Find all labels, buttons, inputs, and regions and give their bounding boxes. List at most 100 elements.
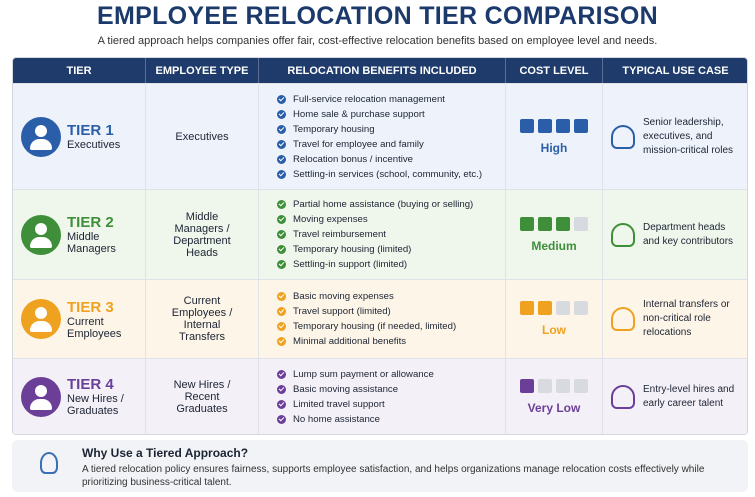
benefit-text: Settling-in support (limited) xyxy=(293,259,408,270)
tier-avatar xyxy=(21,116,61,157)
check-icon xyxy=(277,154,286,164)
tier-name: TIER 1 xyxy=(67,122,114,139)
use-case-icon xyxy=(611,222,635,247)
use-case-icon xyxy=(611,124,635,149)
cost-square xyxy=(574,301,588,315)
employee-type: Middle Managers / Department Heads xyxy=(146,190,259,279)
comparison-table: TIER EMPLOYEE TYPE RELOCATION BENEFITS INC… xyxy=(12,57,748,435)
benefits-cell: Basic moving expenses Travel support (lim… xyxy=(259,280,506,358)
benefit-item: Full-service relocation management xyxy=(277,92,482,107)
use-case-text: Department heads and key contributors xyxy=(643,221,734,247)
use-case-icon xyxy=(611,384,635,409)
cost-square xyxy=(556,118,570,133)
tier-cell: TIER 2 Middle Managers xyxy=(13,190,146,279)
cost-squares xyxy=(520,378,588,393)
cost-level: Medium xyxy=(531,238,577,253)
title: EMPLOYEE RELOCATION TIER COMPARISON xyxy=(97,2,658,30)
benefit-item: Lump sum payment or allowance xyxy=(277,367,434,382)
tier-group: Executives xyxy=(67,139,121,151)
use-case-cell: Department heads and key contributors xyxy=(603,190,747,279)
benefit-item: Temporary housing (if needed, limited) xyxy=(277,319,456,334)
use-case-cell: Internal transfers or non-critical role … xyxy=(603,280,747,358)
benefit-text: Partial home assistance (buying or selli… xyxy=(293,199,474,210)
table-row: TIER 4 New Hires / Graduates New Hires / R… xyxy=(13,358,747,434)
cost-square xyxy=(538,216,552,231)
cost-level: High xyxy=(540,140,568,155)
employee-type: Executives xyxy=(146,84,259,189)
footer: Why Use a Tiered Approach? A tiered relo… xyxy=(12,440,748,492)
cost-square xyxy=(520,216,534,231)
check-icon xyxy=(277,399,286,409)
cost-square xyxy=(556,378,570,393)
cost-squares xyxy=(520,118,588,133)
check-icon xyxy=(277,260,286,269)
check-icon xyxy=(277,109,286,119)
benefit-text: Lump sum payment or allowance xyxy=(293,368,434,380)
check-icon xyxy=(277,307,286,316)
benefit-text: Settling-in services (school, community,… xyxy=(293,168,483,180)
benefit-text: Limited travel support xyxy=(293,398,385,410)
benefits-cell: Full-service relocation management Home s… xyxy=(259,84,506,189)
cost-level: Very Low xyxy=(527,400,581,415)
check-icon xyxy=(277,94,286,104)
cost-square xyxy=(574,216,588,231)
tier-cell: TIER 4 New Hires / Graduates xyxy=(13,359,146,434)
benefit-item: No home assistance xyxy=(277,412,434,427)
cost-square xyxy=(538,301,552,315)
benefit-list: Basic moving expenses Travel support (lim… xyxy=(263,289,456,349)
tier-cell: TIER 1 Executives xyxy=(13,84,146,189)
header-row: TIER EMPLOYEE TYPE RELOCATION BENEFITS INC… xyxy=(13,58,747,83)
tier-group: Middle Managers xyxy=(67,231,116,255)
benefit-text: Basic moving assistance xyxy=(293,383,399,395)
tier-cell: TIER 3 Current Employees xyxy=(13,280,146,358)
benefit-item: Temporary housing xyxy=(277,122,482,137)
benefit-text: Temporary housing (if needed, limited) xyxy=(293,321,457,332)
benefit-list: Partial home assistance (buying or selli… xyxy=(263,197,473,272)
tier-avatar xyxy=(21,376,61,417)
benefit-text: Minimal additional benefits xyxy=(293,336,407,347)
check-icon xyxy=(277,139,286,149)
benefit-item: Moving expenses xyxy=(277,212,473,227)
benefit-text: Moving expenses xyxy=(293,214,368,225)
benefit-item: Partial home assistance (buying or selli… xyxy=(277,197,473,212)
column-header: COST LEVEL xyxy=(506,58,603,83)
column-header: RELOCATION BENEFITS INCLUDED xyxy=(259,58,506,83)
use-case-text: Senior leadership, executives, and missi… xyxy=(643,116,734,156)
subtitle: A tiered approach helps companies offer … xyxy=(97,35,658,47)
cost-squares xyxy=(520,301,588,315)
tier-text: TIER 2 Middle Managers xyxy=(67,214,141,255)
benefit-item: Travel support (limited) xyxy=(277,304,456,319)
tier-text: TIER 3 Current Employees xyxy=(67,299,141,340)
use-case-text: Entry-level hires and early career talen… xyxy=(643,383,735,409)
check-icon xyxy=(277,169,286,179)
benefit-item: Relocation bonus / incentive xyxy=(277,152,482,167)
use-case-text: Internal transfers or non-critical role … xyxy=(643,299,730,338)
check-icon xyxy=(277,414,286,424)
tier-name: TIER 2 xyxy=(67,214,114,231)
benefit-text: Full-service relocation management xyxy=(293,93,445,105)
benefits-cell: Partial home assistance (buying or selli… xyxy=(259,190,506,279)
check-icon xyxy=(277,215,286,224)
benefit-item: Basic moving expenses xyxy=(277,289,456,304)
cost-square xyxy=(574,118,588,133)
check-icon xyxy=(277,384,286,394)
benefit-text: Relocation bonus / incentive xyxy=(293,153,413,165)
cost-cell: Low xyxy=(506,280,603,358)
table-row: TIER 3 Current Employees Current Employees… xyxy=(13,279,747,358)
cost-square xyxy=(574,378,588,393)
use-case-cell: Senior leadership, executives, and missi… xyxy=(603,84,747,189)
benefits-cell: Lump sum payment or allowance Basic movin… xyxy=(259,359,506,434)
cost-square xyxy=(538,118,552,133)
check-icon xyxy=(277,322,286,331)
check-icon xyxy=(277,337,286,346)
benefit-item: Minimal additional benefits xyxy=(277,334,456,349)
column-header: TYPICAL USE CASE xyxy=(603,58,747,83)
benefit-item: Temporary housing (limited) xyxy=(277,242,473,257)
tier-group: Current Employees xyxy=(67,315,122,340)
benefit-item: Home sale & purchase support xyxy=(277,107,482,122)
column-header: EMPLOYEE TYPE xyxy=(146,58,259,83)
benefit-text: Home sale & purchase support xyxy=(293,108,425,120)
cost-squares xyxy=(520,216,588,231)
benefit-text: Temporary housing xyxy=(293,123,375,135)
